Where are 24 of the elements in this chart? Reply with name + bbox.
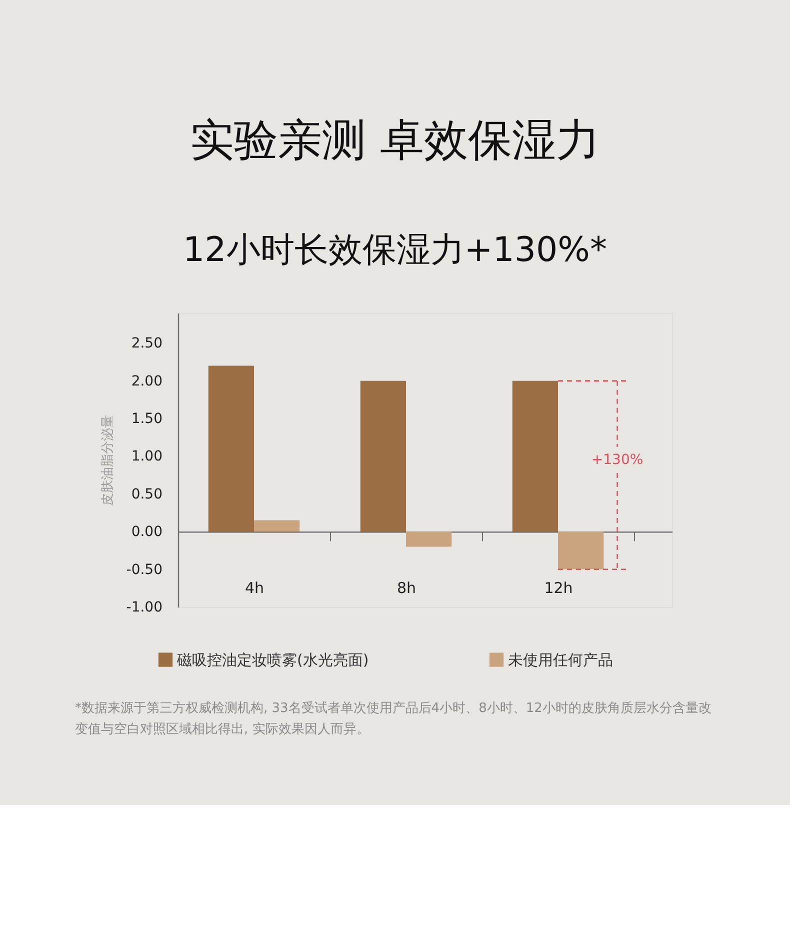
x-tick-label: 8h bbox=[396, 579, 416, 598]
x-tick-label: 12h bbox=[544, 579, 573, 598]
y-tick-label: -1.00 bbox=[126, 600, 162, 616]
bar bbox=[512, 380, 558, 532]
annotation: +130% bbox=[591, 452, 644, 468]
chart-subtitle: 12小时长效保湿力+130%* bbox=[183, 230, 607, 270]
y-tick-label: -0.50 bbox=[126, 562, 162, 578]
legend-label: 磁吸控油定妆喷雾(水光亮面) bbox=[176, 650, 369, 669]
y-axis-title: 皮肤油脂分泌量 bbox=[100, 415, 116, 506]
y-tick-label: 2.00 bbox=[131, 373, 162, 390]
bar bbox=[406, 532, 452, 547]
y-tick-label: 1.50 bbox=[131, 411, 162, 428]
bar bbox=[558, 532, 604, 570]
bar bbox=[208, 366, 254, 532]
legend-label: 未使用任何产品 bbox=[508, 650, 613, 669]
y-tick-label: 0.00 bbox=[131, 524, 162, 540]
y-tick-label: 0.50 bbox=[131, 486, 162, 502]
bar bbox=[254, 520, 300, 532]
text: *数据来源于第三方权威检测机构, 33名受试者单次使用产品后4小时、8小时、12小时的皮肤角质层水分含量改变值与空白对照区域相比得出, 实际效果因人而异。 bbox=[75, 700, 712, 737]
chart-title: 实验亲测 卓效保湿力 bbox=[190, 115, 600, 166]
bar bbox=[360, 380, 406, 532]
x-tick-label: 4h bbox=[244, 579, 264, 598]
y-tick-label: 1.00 bbox=[131, 448, 162, 465]
y-tick-label: 2.50 bbox=[131, 336, 162, 352]
